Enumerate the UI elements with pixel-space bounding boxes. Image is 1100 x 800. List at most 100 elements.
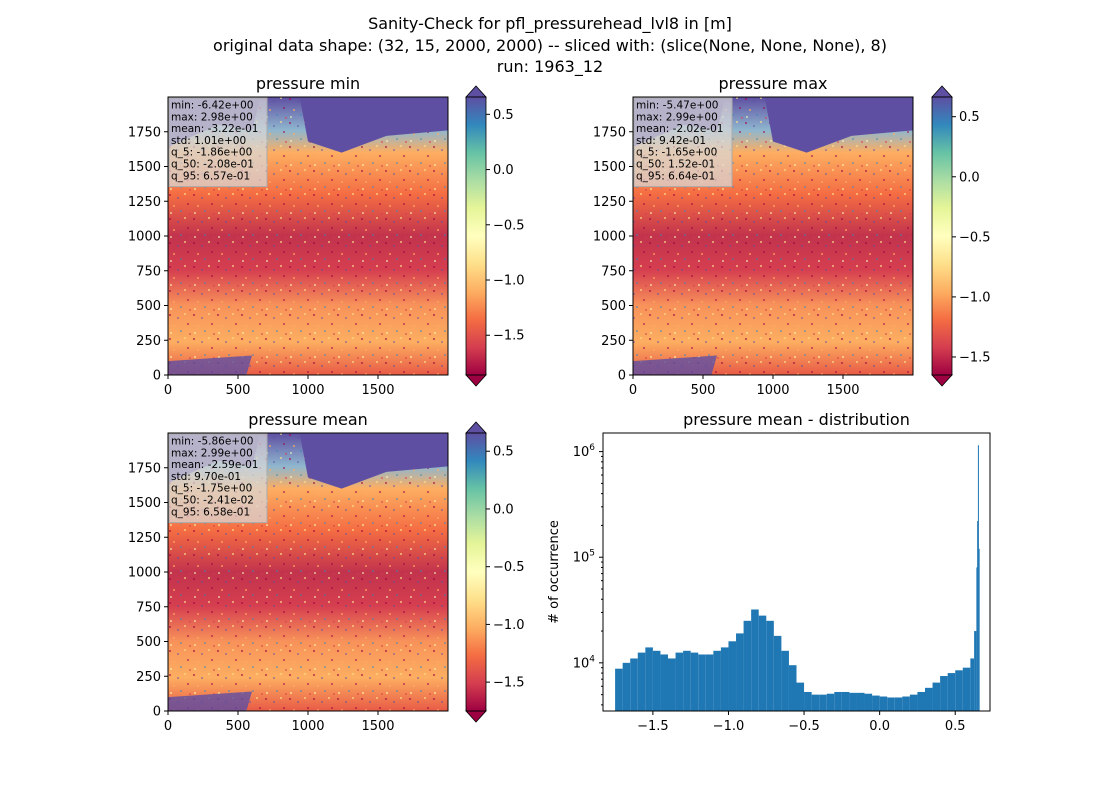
histogram-bar [962, 667, 971, 711]
histogram-bar [879, 696, 888, 711]
lowland-region [168, 355, 252, 375]
sea-region [299, 433, 448, 489]
histogram-bar [728, 641, 737, 711]
y-tick-label: 1500 [128, 160, 161, 175]
histogram-bar [924, 687, 933, 711]
histogram-bar [622, 662, 631, 711]
y-tick-label: 250 [136, 670, 161, 685]
colorbar: 0.5 0.0 −0.5 −1.0 −1.5 [465, 421, 525, 723]
histogram-bar [864, 693, 873, 711]
colorbar-extend-max [465, 85, 487, 98]
stats-line: q_95: 6.57e-01 [171, 170, 250, 182]
colorbar-extend-min [465, 374, 487, 387]
colorbar-tick-label: 0.0 [493, 502, 514, 517]
heatmap-panel-2: pressure max 0 500 1000 1500 0 250 500 750 1000 12… [593, 74, 991, 398]
histogram-bar [804, 691, 812, 711]
axes-frame [602, 432, 991, 712]
histogram-bar [766, 620, 774, 711]
x-tick-label: 1500 [361, 719, 394, 734]
stats-line: min: -6.42e+00 [171, 100, 253, 112]
colorbar-tick-label: 0.0 [959, 170, 980, 185]
stats-line: q_5: -1.65e+00 [636, 147, 717, 159]
panel-title: pressure mean [248, 410, 368, 429]
y-tick-label: 1000 [593, 230, 626, 245]
colorbar-tick-label: −1.0 [493, 618, 525, 633]
histogram-bar [690, 652, 699, 711]
colorbar-tick-label: −1.5 [959, 350, 991, 365]
colorbar-tick-label: 0.5 [959, 110, 980, 125]
histogram-bar [940, 676, 948, 711]
y-tick-label: 500 [136, 635, 161, 650]
y-tick-label: 1750 [593, 125, 626, 140]
histogram-bar [826, 693, 835, 711]
histogram-bar [932, 682, 941, 711]
heatmap-panel-3: pressure mean 0 500 1000 1500 0 250 500 750 1000 1… [128, 410, 525, 734]
histogram-bar [977, 521, 979, 711]
y-tick-label: 1250 [128, 195, 161, 210]
stats-line: q_50: -2.41e-02 [171, 495, 254, 507]
stats-line: q_95: 6.64e-01 [636, 170, 715, 182]
stats-box [168, 97, 268, 188]
panel-title: pressure max [718, 74, 827, 93]
histogram-bar [630, 658, 638, 711]
histogram-bar [788, 665, 797, 711]
y-tick-label: 750 [136, 600, 161, 615]
histogram-bar [976, 567, 978, 711]
stats-line: mean: -3.22e-01 [171, 123, 258, 135]
histogram-bar [637, 652, 646, 711]
x-tick-label: 1500 [361, 383, 394, 398]
y-tick-label: 0 [618, 369, 626, 384]
stats-line: min: -5.47e+00 [636, 100, 718, 112]
histogram-bar [675, 652, 684, 711]
histogram-bar [917, 691, 925, 711]
x-tick-label: −1.5 [637, 719, 669, 734]
histogram-bar [751, 609, 759, 711]
suptitle-line-3: run: 1963_12 [497, 57, 603, 77]
stats-box [633, 97, 733, 188]
colorbar-gradient [466, 97, 486, 375]
colorbar-extend-min [931, 374, 953, 387]
histogram-bar [834, 691, 842, 711]
suptitle-line-1: Sanity-Check for pfl_pressurehead_lvl8 i… [368, 14, 732, 34]
stats-line: q_50: -2.08e-01 [171, 159, 254, 171]
y-tick-label: 105 [573, 549, 595, 566]
x-tick-label: −1.0 [713, 719, 745, 734]
x-tick-label: 500 [226, 383, 251, 398]
stats-line: min: -5.86e+00 [171, 436, 253, 448]
stats-line: std: 9.70e-01 [171, 471, 241, 483]
colorbar-tick-label: −1.0 [959, 290, 991, 305]
colorbar-tick-label: 0.5 [493, 108, 514, 123]
histogram-bar [970, 658, 975, 711]
colorbar-frame [465, 432, 487, 712]
histogram-bar [773, 635, 782, 711]
colorbar-extend-max [931, 85, 953, 98]
y-tick-label: 104 [573, 654, 596, 671]
stats-line: std: 1.01e+00 [171, 135, 246, 147]
y-tick-label: 750 [601, 264, 626, 279]
y-tick-label: 500 [136, 299, 161, 314]
y-tick-label: 500 [601, 299, 626, 314]
histogram-bar [660, 654, 669, 711]
histogram-bar [978, 548, 980, 711]
colorbar-extend-max [465, 421, 487, 434]
histogram-bar [796, 682, 805, 711]
colorbar-tick-label: 0.0 [493, 163, 514, 178]
y-tick-label: 1000 [128, 230, 161, 245]
y-tick-label: 1750 [128, 125, 161, 140]
y-axis-label: # of occurrence [547, 520, 562, 624]
histogram-bar [736, 633, 744, 711]
y-tick-label: 1250 [128, 531, 161, 546]
colorbar: 0.5 0.0 −0.5 −1.0 −1.5 [931, 85, 991, 387]
suptitle-line-2: original data shape: (32, 15, 2000, 2000… [213, 36, 887, 55]
y-tick-label: 1250 [593, 195, 626, 210]
histogram-bar [955, 670, 963, 711]
y-tick-label: 1500 [593, 160, 626, 175]
colorbar-frame [931, 96, 953, 376]
colorbar-tick-label: 0.5 [493, 445, 514, 460]
histogram-bar [720, 647, 729, 711]
lowland-region [633, 355, 717, 375]
colorbar-tick-label: −0.5 [493, 218, 525, 233]
x-tick-label: 1000 [756, 383, 789, 398]
colorbar-tick-label: −1.5 [493, 676, 525, 691]
colorbar-extend-min [465, 710, 487, 723]
